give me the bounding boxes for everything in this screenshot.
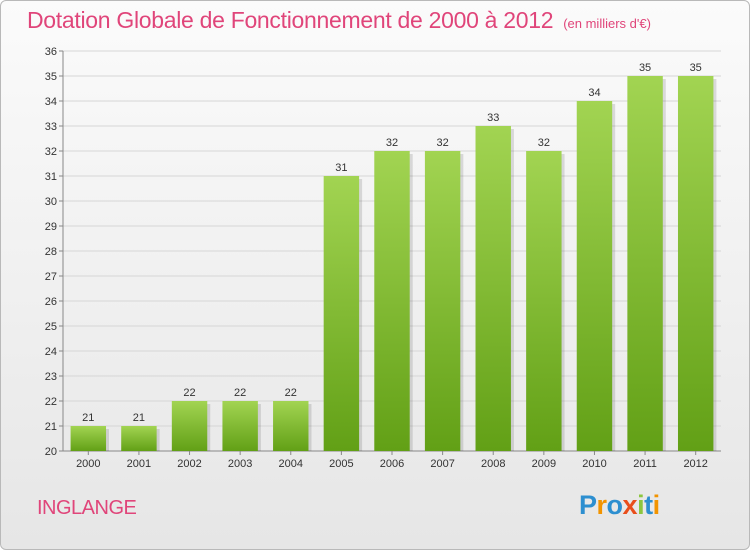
bar-2009 xyxy=(526,151,562,451)
x-tick-label-2001: 2001 xyxy=(127,458,151,470)
chart-subtitle: (en milliers d'€) xyxy=(563,16,651,31)
logo-letter-6: i xyxy=(652,490,661,520)
data-label-2007: 32 xyxy=(436,137,448,149)
y-tick-label: 36 xyxy=(45,46,57,58)
data-label-2000: 21 xyxy=(82,412,94,424)
y-tick-label: 34 xyxy=(45,96,57,108)
data-label-2012: 35 xyxy=(690,62,702,74)
y-tick-label: 22 xyxy=(45,396,57,408)
data-label-2004: 22 xyxy=(285,387,297,399)
y-tick-label: 33 xyxy=(45,121,57,133)
chart-title: Dotation Globale de Fonctionnement de 20… xyxy=(27,7,651,34)
bar-2003 xyxy=(222,401,258,451)
bar-2002 xyxy=(171,401,208,451)
y-tick-label: 25 xyxy=(45,321,57,333)
bar-2000 xyxy=(70,426,107,451)
data-label-2008: 33 xyxy=(487,112,499,124)
data-label-2003: 22 xyxy=(234,387,246,399)
y-tick-label: 28 xyxy=(45,246,57,258)
x-tick-label-2007: 2007 xyxy=(430,458,454,470)
y-axis-ticks: 20 21 22 23 24 25 26 27 28 29 30 31 32 33 34 35 36 xyxy=(45,46,63,458)
x-axis-ticks: 2000 2001 2002 2003 2004 2005 2006 2007 2008 2009… xyxy=(76,451,708,470)
data-label-2006: 32 xyxy=(386,137,398,149)
logo-letter-1: r xyxy=(596,490,608,520)
bar-2007 xyxy=(424,151,461,451)
logo-letter-4: i xyxy=(637,490,645,520)
y-tick-label: 27 xyxy=(45,271,57,283)
x-tick-label-2003: 2003 xyxy=(228,458,252,470)
y-tick-label: 26 xyxy=(45,296,57,308)
data-label-2002: 22 xyxy=(183,387,195,399)
y-tick-label: 23 xyxy=(45,371,57,383)
logo-letter-0: P xyxy=(579,490,597,520)
x-tick-label-2008: 2008 xyxy=(481,458,505,470)
x-tick-label-2010: 2010 xyxy=(582,458,606,470)
bar-2010 xyxy=(576,101,613,451)
bar-2008 xyxy=(475,126,511,451)
x-tick-label-2004: 2004 xyxy=(279,458,303,470)
commune-name: INGLANGE xyxy=(37,497,137,519)
y-tick-label: 32 xyxy=(45,146,57,158)
data-label-2001: 21 xyxy=(133,412,145,424)
chart-title-text: Dotation Globale de Fonctionnement de 20… xyxy=(27,7,554,33)
x-tick-label-2012: 2012 xyxy=(683,458,707,470)
bar-2001 xyxy=(121,426,157,451)
y-tick-label: 29 xyxy=(45,221,57,233)
bars: 21 21 22 22 22 31 32 32 33 32 34 35 35 xyxy=(70,62,717,451)
x-tick-label-2000: 2000 xyxy=(76,458,100,470)
x-tick-label-2009: 2009 xyxy=(532,458,556,470)
bar-2004 xyxy=(273,401,309,451)
bar-2006 xyxy=(374,151,410,451)
logo-letter-2: o xyxy=(606,490,624,520)
x-tick-label-2002: 2002 xyxy=(177,458,201,470)
y-tick-label: 24 xyxy=(45,346,57,358)
logo-letter-3: x xyxy=(622,490,638,520)
y-tick-label: 30 xyxy=(45,196,57,208)
proxiti-logo: Proxiti xyxy=(579,490,660,521)
y-tick-label: 21 xyxy=(45,421,57,433)
y-tick-label: 31 xyxy=(45,171,57,183)
data-label-2005: 31 xyxy=(335,162,347,174)
bar-2011 xyxy=(627,76,663,451)
x-tick-label-2011: 2011 xyxy=(633,458,657,470)
data-label-2009: 32 xyxy=(538,137,550,149)
y-tick-label: 35 xyxy=(45,71,57,83)
y-tick-label: 20 xyxy=(45,446,57,458)
logo-letter-5: t xyxy=(644,490,653,520)
x-tick-label-2005: 2005 xyxy=(329,458,353,470)
data-label-2010: 34 xyxy=(588,87,600,99)
bar-2005 xyxy=(323,176,360,451)
x-tick-label-2006: 2006 xyxy=(380,458,404,470)
data-label-2011: 35 xyxy=(639,62,651,74)
bar-2012 xyxy=(677,76,714,451)
